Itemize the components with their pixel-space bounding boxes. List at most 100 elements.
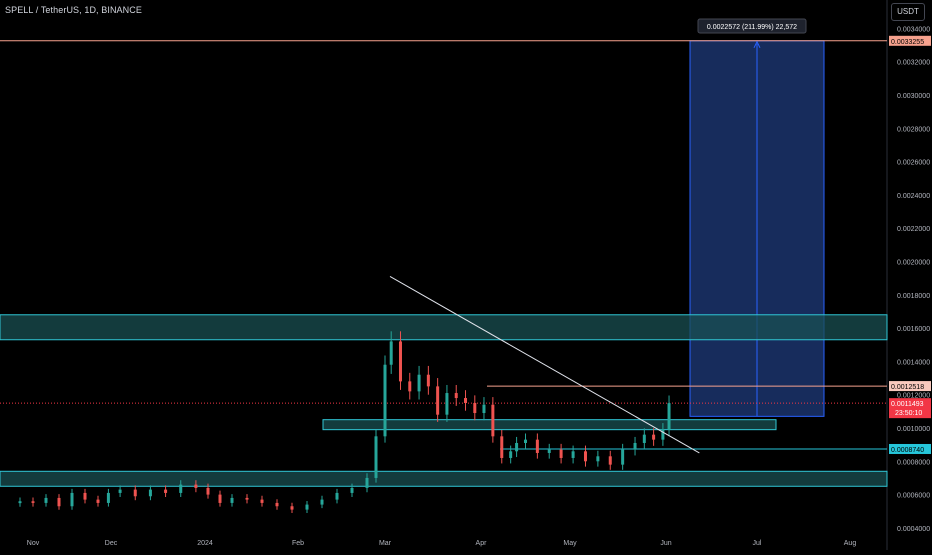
candle bbox=[389, 331, 393, 374]
candle bbox=[275, 499, 279, 510]
candle bbox=[290, 502, 294, 513]
candle bbox=[194, 480, 198, 493]
y-tick-label: 0.0008000 bbox=[897, 459, 930, 466]
candle bbox=[515, 436, 519, 458]
candle bbox=[83, 488, 87, 504]
y-tick-label: 0.0034000 bbox=[897, 26, 930, 33]
candle bbox=[571, 445, 575, 464]
candle bbox=[473, 395, 477, 421]
x-tick-label: Jun bbox=[660, 540, 671, 547]
candle bbox=[652, 428, 656, 446]
y-tick-label: 0.0028000 bbox=[897, 126, 930, 133]
y-tick-label: 0.0006000 bbox=[897, 493, 930, 500]
candle bbox=[426, 365, 430, 395]
current-price-tag-text: 0.0011493 bbox=[891, 401, 924, 408]
candle bbox=[500, 429, 504, 464]
candle bbox=[417, 365, 421, 400]
x-tick-label: Jul bbox=[753, 540, 762, 547]
candle bbox=[445, 384, 449, 422]
y-tick-label: 0.0012000 bbox=[897, 393, 930, 400]
x-tick-label: Apr bbox=[476, 540, 488, 547]
candle bbox=[260, 495, 264, 507]
candle bbox=[320, 495, 324, 509]
currency-button[interactable]: USDT bbox=[891, 3, 925, 21]
zone-rect bbox=[0, 314, 888, 341]
candle bbox=[374, 429, 378, 483]
y-tick-label: 0.0022000 bbox=[897, 226, 930, 233]
y-tick-label: 0.0018000 bbox=[897, 293, 930, 300]
candle bbox=[633, 436, 637, 456]
x-tick-label: Dec bbox=[105, 540, 118, 547]
measure-label: 0.0022572 (211.99%) 22,572 bbox=[697, 18, 807, 34]
x-tick-label: Nov bbox=[27, 540, 40, 547]
candle bbox=[106, 488, 110, 507]
candle bbox=[398, 331, 402, 390]
resistance-price-tag: 0.0012518 bbox=[889, 381, 931, 392]
candle bbox=[667, 395, 671, 437]
y-tick-label: 0.0014000 bbox=[897, 359, 930, 366]
candle bbox=[218, 490, 222, 507]
candle bbox=[245, 494, 249, 504]
symbol-title: SPELL / TetherUS, 1D, BINANCE bbox=[5, 5, 142, 15]
candle bbox=[547, 443, 551, 459]
x-tick-label: May bbox=[563, 540, 577, 547]
candle bbox=[365, 473, 369, 493]
candle bbox=[621, 443, 625, 470]
candle bbox=[70, 488, 74, 510]
y-tick-label: 0.0004000 bbox=[897, 526, 930, 533]
y-tick-label: 0.0026000 bbox=[897, 160, 930, 167]
candle bbox=[305, 500, 309, 513]
x-tick-label: Mar bbox=[379, 540, 392, 547]
candle bbox=[559, 443, 563, 464]
candle bbox=[583, 445, 587, 467]
current-price-tag: 0.0011493 23:50:10 bbox=[889, 398, 931, 419]
candle bbox=[642, 428, 646, 450]
y-tick-label: 0.0032000 bbox=[897, 60, 930, 67]
zone-rect bbox=[0, 470, 888, 487]
y-tick-label: 0.0030000 bbox=[897, 93, 930, 100]
x-tick-label: Aug bbox=[844, 540, 857, 547]
candle bbox=[148, 485, 152, 501]
y-tick-label: 0.0024000 bbox=[897, 193, 930, 200]
candle bbox=[661, 423, 665, 446]
current-price-tag-countdown: 23:50:10 bbox=[895, 410, 922, 417]
candle bbox=[335, 488, 339, 504]
candle bbox=[436, 378, 440, 422]
candle bbox=[464, 390, 468, 411]
candle bbox=[408, 372, 412, 400]
candle bbox=[491, 397, 495, 443]
candle bbox=[18, 497, 22, 507]
candle bbox=[206, 483, 210, 499]
support-price-tag-text: 0.0008740 bbox=[891, 447, 924, 454]
candle bbox=[383, 355, 387, 443]
candle bbox=[164, 485, 168, 497]
resistance-price-tag-text: 0.0012518 bbox=[891, 384, 924, 391]
candle bbox=[179, 480, 183, 497]
candle bbox=[596, 450, 600, 467]
target-price-tag-text: 0.0033255 bbox=[891, 39, 924, 46]
candle bbox=[350, 483, 354, 497]
candle bbox=[31, 497, 35, 507]
candle bbox=[535, 433, 539, 459]
candle bbox=[509, 445, 513, 464]
candle bbox=[44, 494, 48, 507]
x-tick-label: 2024 bbox=[197, 540, 213, 547]
candle bbox=[230, 494, 234, 507]
y-tick-label: 0.0020000 bbox=[897, 260, 930, 267]
candle bbox=[57, 494, 61, 510]
x-tick-label: Feb bbox=[292, 540, 304, 547]
trendline bbox=[389, 276, 700, 454]
measure-arrow-head bbox=[753, 40, 761, 49]
support-price-tag: 0.0008740 bbox=[889, 443, 931, 454]
y-tick-label: 0.0016000 bbox=[897, 326, 930, 333]
y-tick-label: 0.0010000 bbox=[897, 426, 930, 433]
candle bbox=[133, 485, 137, 501]
candle bbox=[454, 384, 458, 406]
candle bbox=[608, 450, 612, 470]
measure-label-text: 0.0022572 (211.99%) 22,572 bbox=[707, 24, 797, 31]
candle bbox=[524, 433, 527, 450]
candle bbox=[482, 397, 486, 421]
candle bbox=[96, 495, 100, 507]
